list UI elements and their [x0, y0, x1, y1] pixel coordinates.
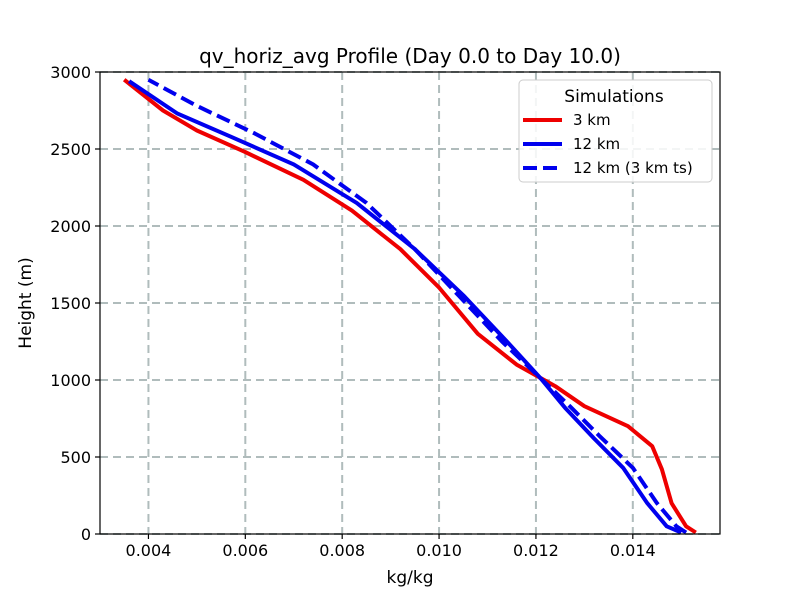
legend-title: Simulations	[564, 87, 664, 107]
x-tick-label: 0.010	[416, 541, 462, 560]
legend-box	[518, 79, 713, 183]
y-tick-label: 0	[81, 525, 91, 544]
legend-entries: 3 km 12 km 12 km (3 km ts)	[523, 111, 693, 177]
y-tick-label: 1000	[50, 371, 91, 390]
y-axis-label: Height (m)	[16, 257, 36, 348]
legend-label-1: 3 km	[573, 111, 611, 129]
chart-title: qv_horiz_avg Profile (Day 0.0 to Day 10.…	[199, 44, 621, 68]
legend-label-2: 12 km	[573, 135, 620, 153]
y-axis-ticks: 0 500 1000 1500 2000 2500 3000	[50, 63, 100, 544]
legend: Simulations 3 km 12 km 12 km (3 km ts)	[518, 79, 713, 183]
y-tick-label: 2000	[50, 217, 91, 236]
y-tick-label: 1500	[50, 294, 91, 313]
series-line-2	[127, 79, 682, 535]
x-axis-label: kg/kg	[387, 568, 434, 588]
x-tick-label: 0.012	[513, 541, 559, 560]
y-tick-label: 500	[60, 448, 91, 467]
y-tick-label: 2500	[50, 140, 91, 159]
series-lines	[122, 77, 697, 535]
series-line-1	[122, 78, 697, 535]
legend-label-3: 12 km (3 km ts)	[573, 159, 693, 177]
x-tick-label: 0.014	[610, 541, 656, 560]
y-tick-label: 3000	[50, 63, 91, 82]
x-tick-label: 0.004	[126, 541, 172, 560]
grid	[100, 71, 720, 535]
x-axis-ticks: 0.004 0.006 0.008 0.010 0.012 0.014	[126, 534, 656, 560]
x-tick-label: 0.006	[222, 541, 268, 560]
series-line-3	[147, 77, 688, 535]
x-tick-label: 0.008	[319, 541, 365, 560]
